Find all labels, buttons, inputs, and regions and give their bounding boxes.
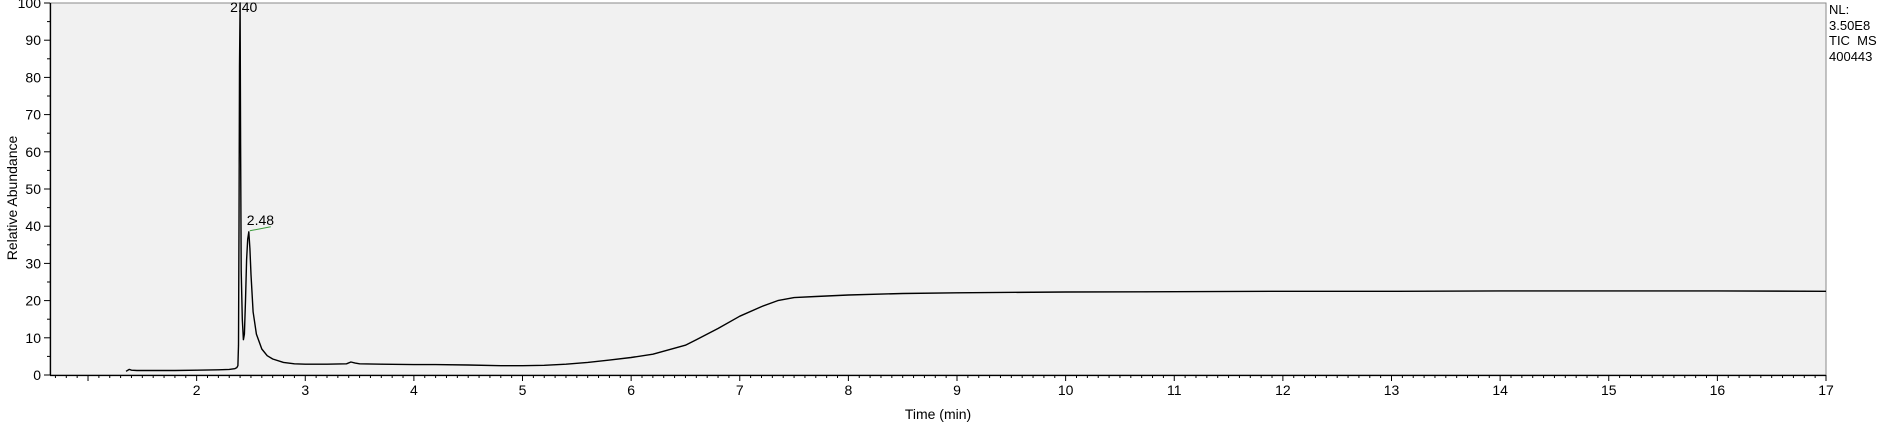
peak-marker <box>249 226 271 232</box>
x-tick-label: 3 <box>301 382 309 398</box>
y-axis-ticks: 0 10 20 30 40 50 60 70 80 90 100 <box>18 0 50 383</box>
x-tick-label: 11 <box>1167 382 1182 398</box>
x-tick-label: 15 <box>1601 382 1617 398</box>
y-tick-label: 70 <box>25 107 41 123</box>
y-tick-label: 30 <box>25 255 41 271</box>
y-tick-label: 40 <box>25 218 41 234</box>
x-tick-label: 6 <box>627 382 635 398</box>
sample-id: 400443 <box>1829 48 1873 64</box>
x-tick-label: 5 <box>519 382 527 398</box>
nl-label: NL: <box>1829 2 1850 17</box>
y-axis-title: Relative Abundance <box>4 136 20 261</box>
normalization-info: NL: 3.50E8 TIC MS 400443 <box>1829 2 1877 64</box>
x-tick-label: 12 <box>1275 382 1291 398</box>
x-tick-label: 16 <box>1710 382 1726 398</box>
y-tick-label: 50 <box>25 181 41 197</box>
x-axis-ticks: 2 3 4 5 6 7 8 9 10 11 12 13 14 15 16 17 <box>54 375 1834 398</box>
y-tick-label: 0 <box>33 367 41 383</box>
y-tick-label: 90 <box>25 32 41 48</box>
x-tick-label: 17 <box>1818 382 1834 398</box>
x-tick-label: 13 <box>1384 382 1400 398</box>
x-tick-label: 4 <box>410 382 418 398</box>
y-tick-label: 80 <box>25 69 41 85</box>
peak-label: 2.40 <box>230 0 257 15</box>
y-tick-label: 100 <box>18 0 42 11</box>
x-tick-label: 2 <box>193 382 201 398</box>
x-tick-label: 10 <box>1058 382 1074 398</box>
y-tick-label: 60 <box>25 144 41 160</box>
nl-value: 3.50E8 <box>1829 17 1871 33</box>
plot-area <box>49 2 1827 376</box>
x-tick-label: 8 <box>844 382 852 398</box>
x-tick-label: 7 <box>736 382 744 398</box>
x-tick-label: 9 <box>953 382 961 398</box>
y-tick-label: 10 <box>25 330 41 346</box>
tic-trace <box>125 2 1827 372</box>
scan-type: TIC MS <box>1829 33 1877 48</box>
peak-annotations: 2.40 2.48 <box>230 0 274 232</box>
y-tick-label: 20 <box>25 293 41 309</box>
x-axis-title: Time (min) <box>905 406 971 422</box>
peak-label: 2.48 <box>247 212 274 228</box>
x-tick-label: 14 <box>1492 382 1508 398</box>
series-layer <box>125 2 1827 372</box>
